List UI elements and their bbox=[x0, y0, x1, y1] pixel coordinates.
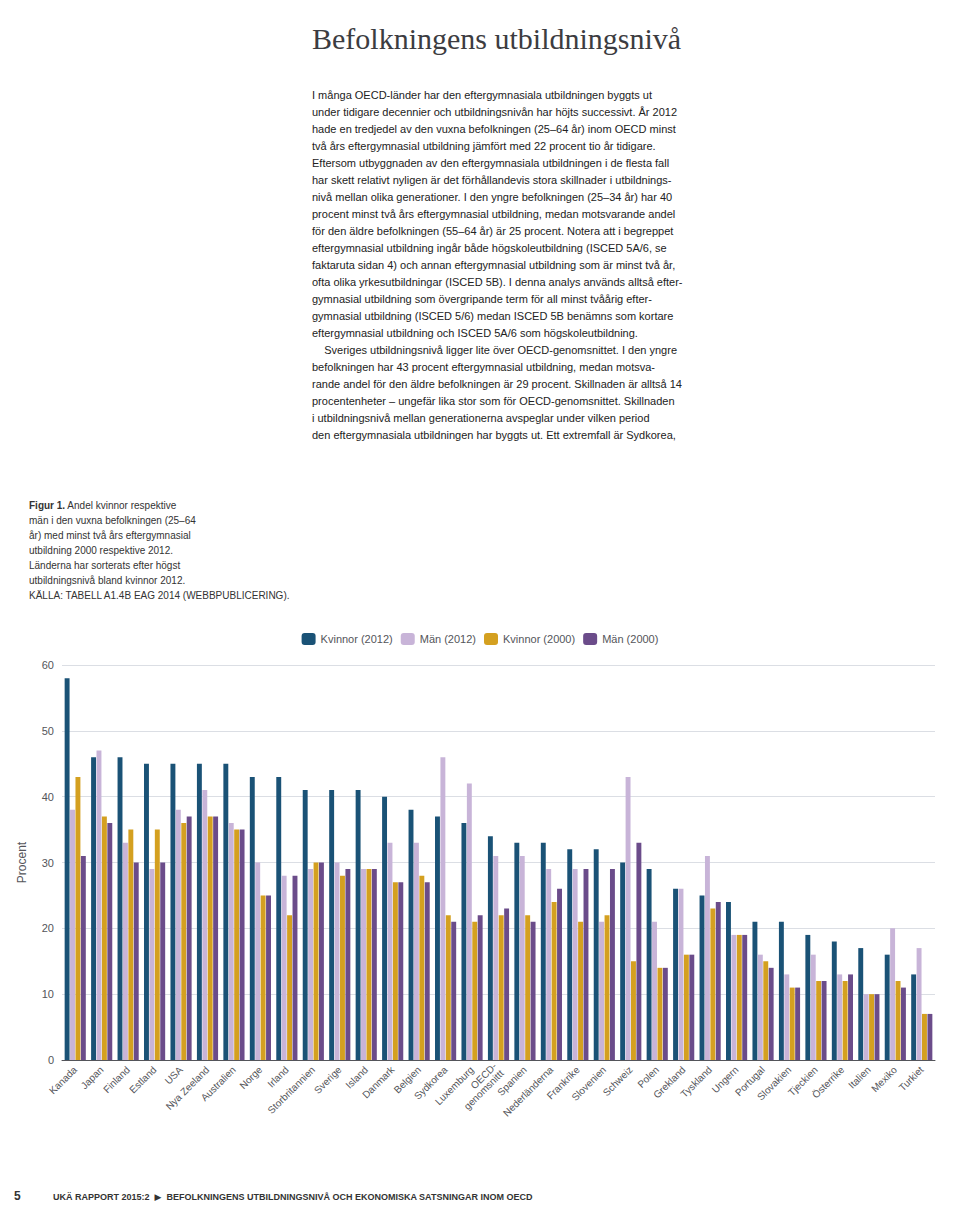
svg-text:UKÄ RAPPORT 2015:2 ▶ BEFOLKN: UKÄ RAPPORT 2015:2 ▶ BEFOLKNINGENS UTBIL… bbox=[53, 1192, 533, 1202]
svg-text:KÄLLA: TABELL A1.4B EAG 2014 (: KÄLLA: TABELL A1.4B EAG 2014 (WEBBPUBLIC… bbox=[29, 590, 289, 601]
svg-text:Turkiet: Turkiet bbox=[897, 1064, 926, 1093]
svg-text:rande andel för den äldre befo: rande andel för den äldre befolkningen ä… bbox=[312, 378, 682, 390]
svg-text:50: 50 bbox=[42, 725, 54, 737]
svg-text:Nya Zeeland: Nya Zeeland bbox=[164, 1064, 212, 1112]
svg-text:i utbildningsnivå mellan gener: i utbildningsnivå mellan generationerna … bbox=[312, 412, 650, 424]
svg-text:Sydkorea: Sydkorea bbox=[411, 1064, 450, 1102]
svg-text:Australien: Australien bbox=[199, 1064, 238, 1103]
svg-text:faktaruta sidan 4) och annan e: faktaruta sidan 4) och annan eftergymnas… bbox=[312, 259, 675, 271]
svg-text:Kanada: Kanada bbox=[47, 1064, 79, 1096]
svg-text:eftergymnasial utbildning och: eftergymnasial utbildning och ISCED 5A/6… bbox=[312, 327, 638, 339]
svg-text:den eftergymnasiala utbildning: den eftergymnasiala utbildningen har byg… bbox=[312, 429, 676, 441]
svg-text:Slovenien: Slovenien bbox=[569, 1064, 608, 1103]
svg-text:Norge: Norge bbox=[237, 1064, 264, 1091]
svg-text:procent minst två års eftergym: procent minst två års eftergymnasial utb… bbox=[312, 208, 675, 220]
svg-text:män i den vuxna befolkningen (: män i den vuxna befolkningen (25–64 bbox=[29, 515, 196, 526]
svg-text:Island: Island bbox=[343, 1064, 371, 1091]
svg-text:Figur 1.: Figur 1. bbox=[29, 500, 65, 511]
svg-text:30: 30 bbox=[42, 857, 54, 869]
svg-text:Nederländerna: Nederländerna bbox=[500, 1064, 556, 1119]
svg-text:gymnasial utbildning som överg: gymnasial utbildning som övergripande te… bbox=[312, 293, 652, 305]
svg-text:Finland: Finland bbox=[101, 1064, 132, 1095]
svg-text:gymnasial utbildning (ISCED 5/: gymnasial utbildning (ISCED 5/6) medan I… bbox=[312, 310, 673, 322]
svg-text:två års eftergymnasial utbildn: två års eftergymnasial utbildning jämför… bbox=[312, 140, 656, 152]
svg-text:USA: USA bbox=[163, 1064, 186, 1087]
svg-text:Estland: Estland bbox=[127, 1064, 158, 1095]
svg-text:10: 10 bbox=[42, 988, 54, 1000]
svg-text:Män (2000): Män (2000) bbox=[602, 633, 658, 645]
svg-text:Frankrike: Frankrike bbox=[544, 1064, 582, 1102]
svg-text:Eftersom utbyggnaden av den ef: Eftersom utbyggnaden av den eftergymnasi… bbox=[312, 157, 669, 169]
svg-text:Grekland: Grekland bbox=[651, 1064, 688, 1101]
svg-text:Luxemburg: Luxemburg bbox=[432, 1064, 476, 1108]
svg-text:Portugal: Portugal bbox=[732, 1064, 767, 1099]
svg-text:Spanien: Spanien bbox=[495, 1064, 529, 1098]
svg-text:Andel kvinnor respektive: Andel kvinnor respektive bbox=[65, 500, 177, 511]
svg-text:Kvinnor (2000): Kvinnor (2000) bbox=[503, 633, 575, 645]
svg-text:Sveriges utbildningsnivå ligge: Sveriges utbildningsnivå ligger lite öve… bbox=[312, 344, 677, 356]
svg-text:ofta olika yrkesutbildningar (: ofta olika yrkesutbildningar (ISCED 5B).… bbox=[312, 276, 683, 288]
svg-text:Kvinnor (2012): Kvinnor (2012) bbox=[321, 633, 393, 645]
svg-text:Schweiz: Schweiz bbox=[601, 1064, 635, 1098]
svg-text:Slovakien: Slovakien bbox=[755, 1064, 793, 1102]
svg-text:Ungern: Ungern bbox=[709, 1064, 741, 1095]
svg-text:befolkningen har 43 procent ef: befolkningen har 43 procent eftergymnasi… bbox=[312, 361, 655, 373]
svg-text:Österrike: Österrike bbox=[810, 1064, 847, 1101]
svg-text:20: 20 bbox=[42, 922, 54, 934]
svg-text:Tjeckien: Tjeckien bbox=[785, 1064, 820, 1099]
svg-text:har skett relativt nyligen är: har skett relativt nyligen är det förhål… bbox=[312, 174, 672, 186]
svg-text:Italien: Italien bbox=[846, 1064, 873, 1091]
svg-text:år) med minst två års eftergym: år) med minst två års eftergymnasial bbox=[29, 530, 191, 541]
svg-text:Danmark: Danmark bbox=[360, 1064, 396, 1100]
svg-text:0: 0 bbox=[48, 1054, 54, 1066]
svg-text:40: 40 bbox=[42, 791, 54, 803]
svg-text:för den äldre befolkningen (55: för den äldre befolkningen (55–64 år) är… bbox=[312, 225, 673, 237]
svg-text:OECD-: OECD- bbox=[468, 1060, 499, 1092]
svg-text:Befolkningens utbildningsnivå: Befolkningens utbildningsnivå bbox=[312, 22, 681, 55]
svg-text:Storbritannien: Storbritannien bbox=[265, 1064, 317, 1116]
svg-text:utbildningsnivå bland kvinnor: utbildningsnivå bland kvinnor 2012. bbox=[29, 575, 185, 586]
svg-text:procentenheter – ungefär lika: procentenheter – ungefär lika stor som f… bbox=[312, 395, 675, 407]
svg-text:I många OECD-länder har den ef: I många OECD-länder har den eftergymnasi… bbox=[312, 89, 652, 101]
svg-text:eftergymnasial utbildning ingå: eftergymnasial utbildning ingår både hög… bbox=[312, 242, 667, 254]
svg-text:utbildning 2000 respektive 201: utbildning 2000 respektive 2012. bbox=[29, 545, 173, 556]
svg-text:under tidigare decennier och u: under tidigare decennier och utbildnings… bbox=[312, 106, 677, 118]
svg-text:Japan: Japan bbox=[78, 1064, 106, 1092]
svg-text:Länderna har sorterats efter h: Länderna har sorterats efter högst bbox=[29, 560, 180, 571]
svg-text:Procent: Procent bbox=[15, 841, 29, 883]
svg-text:Belgien: Belgien bbox=[391, 1064, 423, 1096]
svg-text:Sverige: Sverige bbox=[312, 1064, 344, 1096]
svg-text:Tyskland: Tyskland bbox=[678, 1064, 714, 1100]
svg-text:Mexiko: Mexiko bbox=[869, 1064, 899, 1094]
svg-text:Polen: Polen bbox=[635, 1064, 662, 1090]
svg-text:Irland: Irland bbox=[265, 1064, 291, 1090]
svg-text:60: 60 bbox=[42, 659, 54, 671]
svg-text:genomsnittt: genomsnittt bbox=[461, 1067, 506, 1112]
svg-text:nivå mellan olika generationer: nivå mellan olika generationer. I den yn… bbox=[312, 191, 672, 203]
svg-text:hade en tredjedel av den vuxna: hade en tredjedel av den vuxna befolknin… bbox=[312, 123, 676, 135]
svg-text:5: 5 bbox=[14, 1189, 21, 1203]
svg-text:Män (2012): Män (2012) bbox=[420, 633, 476, 645]
